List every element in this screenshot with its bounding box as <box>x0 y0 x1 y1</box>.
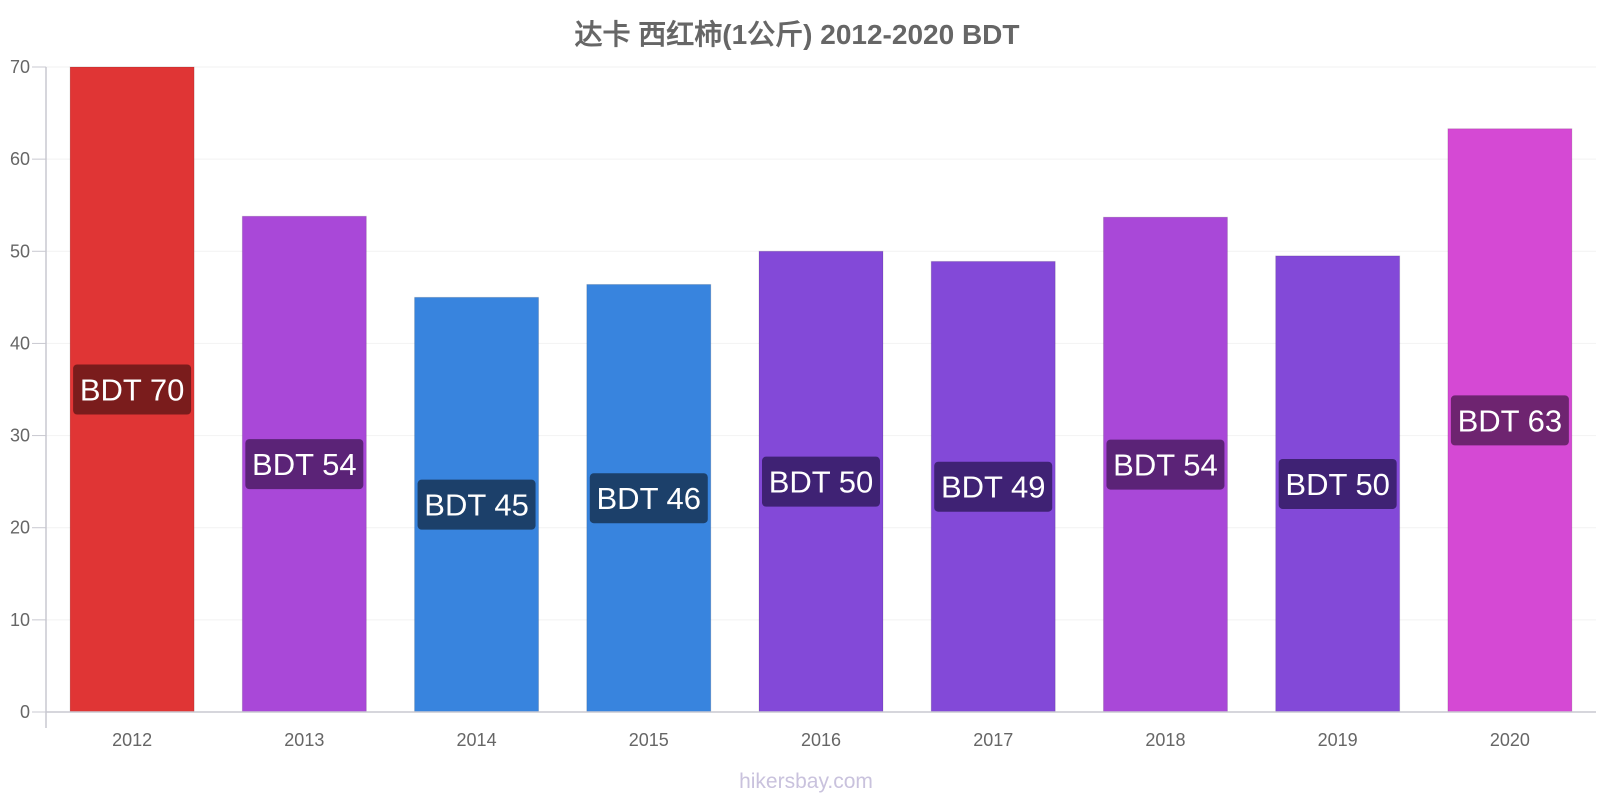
label-layer: BDT 70 BDT 54 BDT 45 BDT 46 BDT 50 BDT 49 BDT … <box>73 364 1569 530</box>
data-label-box <box>1278 458 1397 509</box>
data-label: BDT 45 <box>424 488 529 523</box>
y-tick-label: 50 <box>10 241 30 261</box>
data-label-box <box>1106 439 1225 490</box>
data-label: BDT 50 <box>769 465 874 500</box>
y-tick-label: 10 <box>10 610 30 630</box>
x-tick-label: 2016 <box>801 730 841 750</box>
y-tick-label: 30 <box>10 426 30 446</box>
y-tick-label: 20 <box>10 518 30 538</box>
x-tick-label: 2017 <box>973 730 1013 750</box>
x-tick-label: 2019 <box>1318 730 1358 750</box>
data-label: BDT 49 <box>941 470 1046 505</box>
x-tick-label: 2012 <box>112 730 152 750</box>
data-label-box <box>417 479 536 530</box>
data-label-box <box>73 364 192 415</box>
x-tick-label: 2018 <box>1145 730 1185 750</box>
y-tick-label: 60 <box>10 149 30 169</box>
axis-layer: 0 10 20 30 40 50 60 70 2012 2013 2014 2015 2016 2017 2… <box>10 57 1596 750</box>
data-label-box <box>934 461 1053 512</box>
chart-title: 达卡 西红柿(1公斤) 2012-2020 BDT <box>574 18 1019 50</box>
data-label-box <box>245 439 364 490</box>
data-label: BDT 50 <box>1285 467 1390 502</box>
data-label: BDT 54 <box>1113 448 1218 483</box>
x-tick-label: 2015 <box>629 730 669 750</box>
data-label-box <box>1450 395 1569 446</box>
x-tick-label: 2020 <box>1490 730 1530 750</box>
y-tick-label: 0 <box>20 702 30 722</box>
data-label: BDT 46 <box>597 481 702 516</box>
data-label-box <box>589 473 708 524</box>
x-tick-label: 2013 <box>284 730 324 750</box>
y-tick-label: 70 <box>10 57 30 77</box>
data-label: BDT 70 <box>80 373 185 408</box>
watermark: hikersbay.com <box>739 770 873 793</box>
data-label: BDT 63 <box>1458 403 1563 438</box>
y-tick-label: 40 <box>10 333 30 353</box>
bar-layer <box>69 66 1573 713</box>
data-label: BDT 54 <box>252 447 357 482</box>
data-label-box <box>762 456 880 507</box>
x-tick-label: 2014 <box>457 730 497 750</box>
